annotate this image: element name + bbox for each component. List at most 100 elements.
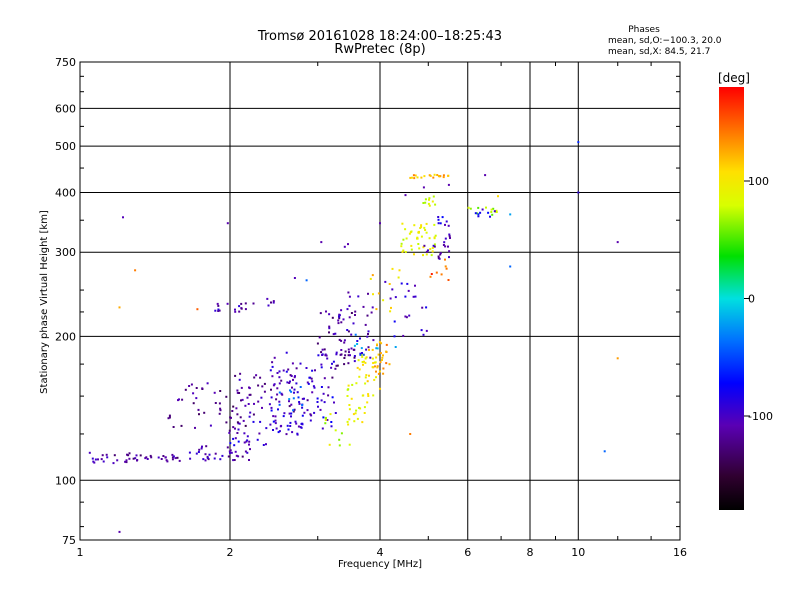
data-point [157, 456, 160, 459]
data-point [320, 366, 323, 369]
data-point [240, 399, 242, 402]
y-tick-label: 600 [55, 102, 76, 115]
data-point [360, 354, 363, 356]
data-point [389, 297, 392, 300]
data-point [428, 198, 430, 201]
data-point [350, 397, 353, 400]
data-point [245, 440, 248, 443]
data-point [300, 426, 303, 429]
data-point [347, 423, 350, 426]
data-point [246, 451, 249, 454]
data-point [252, 413, 255, 416]
x-tick-label: 8 [527, 546, 534, 559]
colorbar-label: [deg] [718, 71, 750, 85]
data-point [412, 295, 415, 298]
data-point [274, 422, 277, 425]
data-point [292, 378, 294, 381]
data-point [425, 329, 428, 332]
data-point [213, 457, 216, 460]
data-point [272, 300, 275, 303]
data-point [371, 348, 374, 351]
data-point [289, 421, 292, 424]
data-point [388, 283, 391, 285]
data-point [286, 381, 289, 384]
data-point [289, 374, 292, 377]
data-point [442, 174, 445, 177]
data-point [307, 382, 310, 385]
data-point [259, 376, 262, 379]
data-point [338, 438, 341, 441]
data-point [228, 429, 231, 432]
data-point [288, 405, 291, 408]
data-point [248, 386, 250, 389]
data-point [248, 415, 251, 418]
data-point [431, 200, 434, 203]
data-point [225, 421, 228, 424]
data-point [293, 277, 296, 279]
data-point [168, 416, 171, 419]
data-point [150, 456, 153, 459]
data-point [440, 273, 443, 276]
data-point [248, 440, 251, 443]
data-point [240, 386, 243, 389]
data-point [447, 279, 450, 281]
data-point [93, 461, 96, 464]
data-point [118, 530, 121, 533]
data-point [476, 212, 479, 215]
data-point [336, 364, 339, 367]
data-point [204, 459, 207, 462]
data-point [172, 455, 175, 458]
data-point [221, 454, 224, 457]
data-point [367, 330, 370, 333]
data-point [367, 333, 369, 335]
data-point [299, 386, 302, 388]
data-point [203, 411, 206, 414]
data-point [299, 362, 302, 365]
data-point [236, 421, 239, 424]
data-point [234, 427, 236, 430]
data-point [184, 388, 187, 391]
data-point [409, 176, 412, 179]
data-point [238, 392, 241, 394]
data-point [192, 392, 195, 395]
data-point [428, 237, 431, 240]
x-tick-label: 16 [673, 546, 687, 559]
data-point [271, 365, 274, 368]
data-point [493, 210, 496, 213]
data-point [326, 419, 329, 421]
y-tick-label: 100 [55, 474, 76, 487]
data-point [309, 419, 312, 422]
data-point [228, 450, 231, 453]
data-point [322, 416, 325, 419]
data-point [420, 225, 423, 228]
data-point [306, 399, 309, 402]
data-point [236, 391, 239, 394]
data-point [359, 407, 362, 410]
data-point [135, 454, 138, 457]
data-point [361, 352, 363, 354]
data-point [367, 395, 370, 397]
data-point [102, 460, 105, 463]
data-point [444, 258, 446, 261]
data-point [385, 362, 388, 365]
data-point [244, 450, 247, 453]
data-point [324, 422, 327, 425]
data-point [113, 454, 116, 457]
chart-subtitle: RwPretec (8p) [334, 42, 425, 57]
data-point [425, 222, 428, 225]
data-point [296, 432, 299, 435]
data-point [381, 356, 384, 359]
data-point [367, 346, 370, 349]
data-point [219, 390, 222, 392]
data-point [373, 378, 376, 381]
data-point [378, 370, 381, 373]
data-point [218, 412, 221, 415]
data-point [101, 454, 104, 457]
data-point [297, 396, 300, 399]
data-point [289, 389, 291, 392]
data-point [354, 412, 357, 415]
data-point [434, 234, 437, 237]
data-point [257, 400, 260, 403]
data-point [372, 394, 375, 397]
data-point [491, 213, 494, 216]
